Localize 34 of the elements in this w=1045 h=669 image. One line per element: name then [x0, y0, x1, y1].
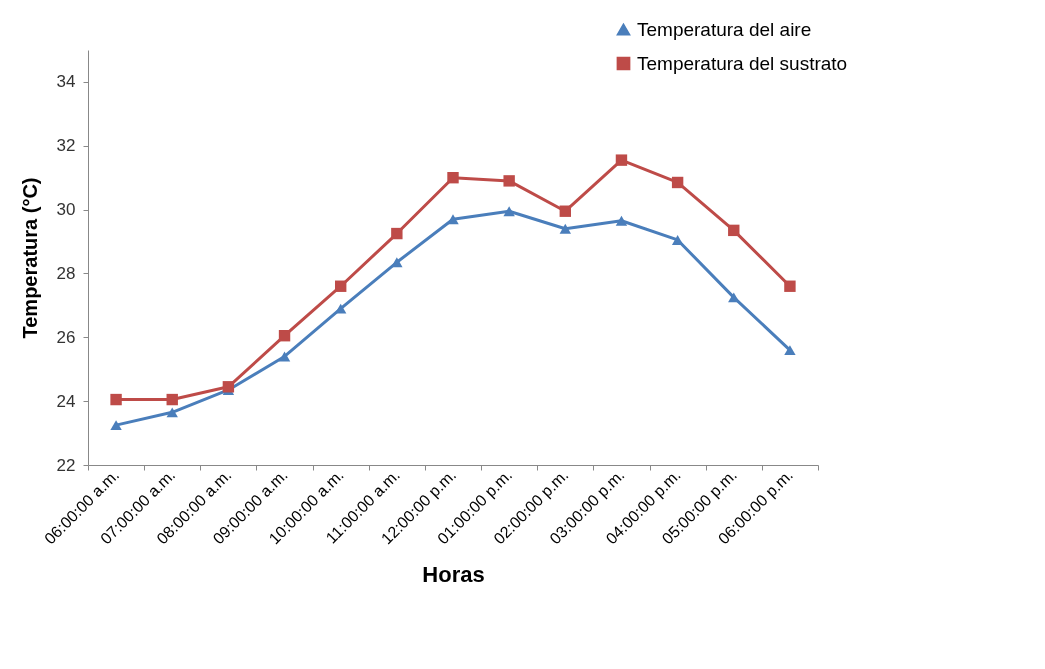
- point: [166, 393, 178, 406]
- y-tick-label: 34: [56, 72, 76, 92]
- point: [503, 206, 515, 217]
- point: [784, 345, 796, 356]
- point: [615, 215, 628, 226]
- point: [166, 407, 178, 418]
- point: [222, 381, 235, 393]
- point: [728, 224, 740, 237]
- point: [447, 171, 459, 184]
- point: [615, 154, 628, 166]
- point: [334, 280, 347, 292]
- point: [671, 235, 684, 245]
- y-axis-title: Temperatura (°C): [18, 177, 41, 339]
- point: [503, 175, 515, 187]
- y-tick-label: 32: [56, 136, 76, 156]
- point: [110, 420, 122, 431]
- y-tick-label: 24: [56, 391, 76, 411]
- point: [278, 330, 291, 342]
- point: [391, 257, 403, 268]
- y-tick-label: 28: [56, 263, 76, 283]
- x-axis-title: Horas: [422, 562, 485, 588]
- legend-label: Temperatura del sustrato: [637, 52, 848, 74]
- point: [559, 223, 572, 234]
- y-tick-label: 30: [56, 200, 76, 220]
- y-tick-label: 22: [56, 455, 76, 475]
- point: [391, 227, 403, 240]
- point: [784, 280, 796, 292]
- point: [559, 205, 572, 217]
- y-tick-label: 26: [56, 327, 76, 347]
- legend-label: Temperatura del aire: [637, 18, 812, 40]
- point: [447, 214, 459, 225]
- point: [110, 393, 122, 406]
- point: [278, 351, 291, 362]
- point: [671, 176, 684, 189]
